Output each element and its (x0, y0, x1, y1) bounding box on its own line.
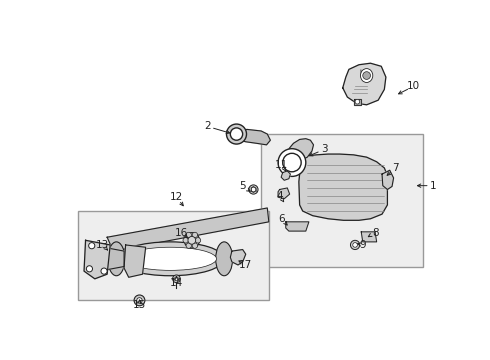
Text: 1: 1 (430, 181, 437, 191)
Circle shape (183, 238, 188, 243)
Ellipse shape (361, 69, 373, 82)
Polygon shape (230, 130, 270, 145)
Circle shape (363, 72, 370, 80)
Bar (261, 134, 423, 266)
Circle shape (283, 153, 301, 172)
Text: 12: 12 (170, 192, 183, 202)
Text: 9: 9 (360, 240, 366, 250)
Text: 16: 16 (175, 228, 189, 238)
Ellipse shape (124, 247, 217, 270)
Circle shape (137, 298, 142, 303)
Text: 5: 5 (239, 181, 246, 192)
Polygon shape (84, 240, 110, 279)
Polygon shape (99, 247, 124, 271)
Circle shape (174, 277, 178, 281)
Circle shape (278, 149, 306, 176)
Polygon shape (354, 99, 361, 105)
Bar (78, 211, 269, 300)
Circle shape (192, 232, 197, 238)
Polygon shape (286, 222, 309, 231)
Polygon shape (286, 139, 314, 160)
Circle shape (89, 243, 95, 249)
Ellipse shape (108, 242, 125, 276)
Polygon shape (382, 170, 393, 189)
Polygon shape (124, 245, 146, 277)
Circle shape (196, 238, 201, 243)
Circle shape (226, 124, 246, 144)
Text: 2: 2 (204, 121, 211, 131)
Circle shape (355, 99, 360, 104)
Polygon shape (230, 249, 245, 265)
Polygon shape (343, 63, 386, 105)
Text: 17: 17 (239, 260, 252, 270)
Circle shape (251, 187, 256, 192)
Text: 10: 10 (407, 81, 420, 91)
Circle shape (172, 275, 180, 283)
Text: 4: 4 (276, 191, 283, 201)
Text: 13: 13 (96, 240, 109, 250)
Circle shape (249, 185, 258, 194)
Polygon shape (299, 154, 388, 220)
Circle shape (134, 295, 145, 306)
Circle shape (186, 243, 192, 248)
Circle shape (184, 233, 199, 248)
Text: 15: 15 (133, 300, 146, 310)
Circle shape (350, 240, 360, 249)
Polygon shape (361, 232, 377, 242)
Text: 8: 8 (372, 228, 378, 238)
Polygon shape (107, 208, 269, 251)
Circle shape (86, 266, 93, 272)
Text: 7: 7 (392, 163, 398, 173)
Circle shape (353, 243, 357, 247)
Circle shape (186, 232, 192, 238)
Ellipse shape (116, 242, 224, 276)
Text: 14: 14 (170, 278, 183, 288)
Text: 3: 3 (321, 144, 328, 154)
Circle shape (192, 243, 197, 248)
Polygon shape (281, 171, 291, 180)
Circle shape (230, 128, 243, 140)
Text: 11: 11 (275, 160, 289, 170)
Circle shape (188, 237, 196, 244)
Circle shape (101, 268, 107, 274)
Polygon shape (278, 188, 290, 199)
Ellipse shape (216, 242, 233, 276)
Text: 6: 6 (279, 214, 285, 224)
